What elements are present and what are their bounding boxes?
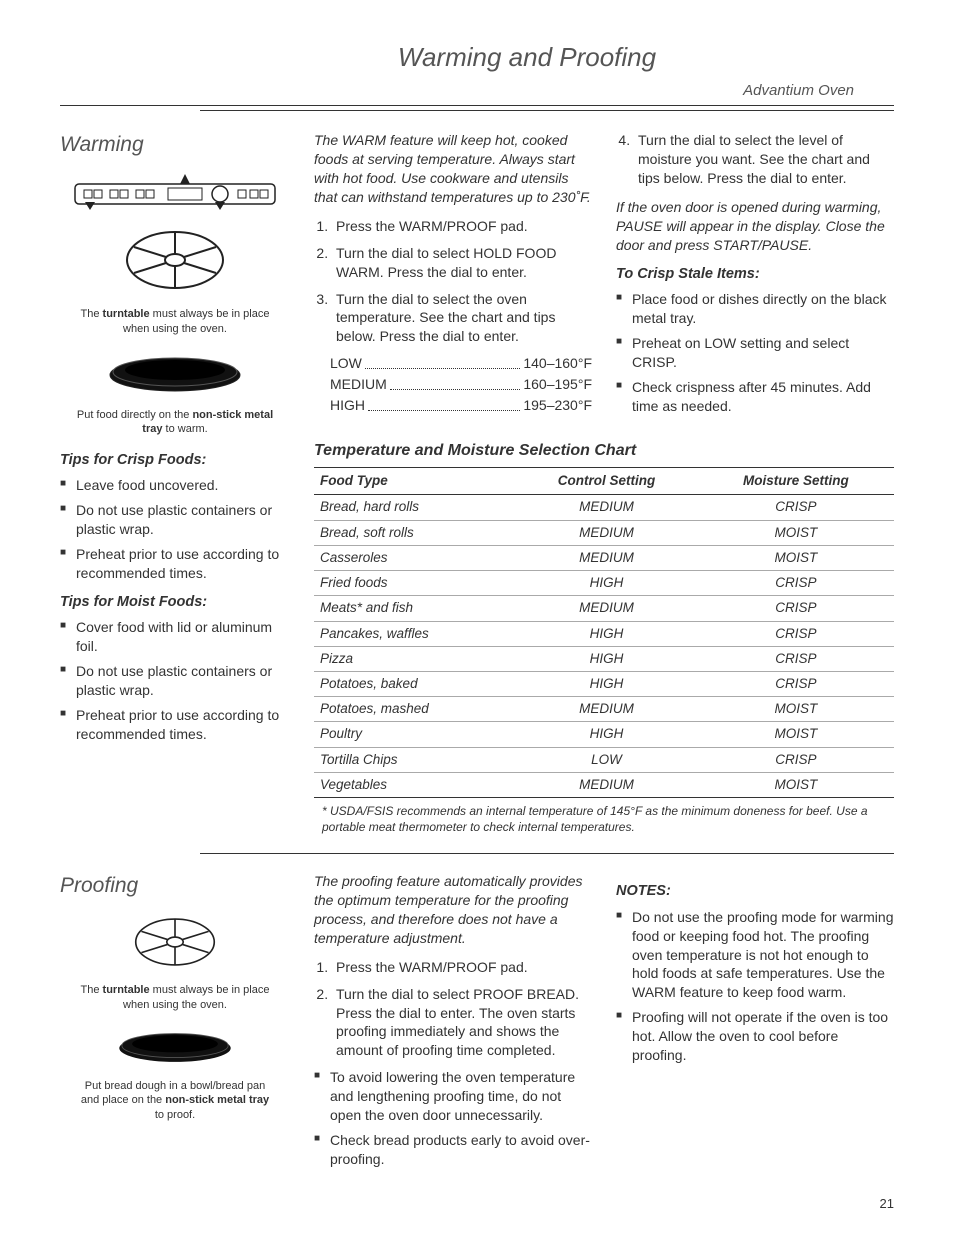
page-number: 21 — [60, 1195, 894, 1213]
table-row: PizzaHIGHCRISP — [314, 646, 894, 671]
list-item: Turn the dial to select HOLD FOOD WARM. … — [332, 244, 592, 282]
moist-tips-heading: Tips for Moist Foods: — [60, 593, 290, 613]
tray-diagram — [60, 350, 290, 400]
table-row: PoultryHIGHMOIST — [314, 722, 894, 747]
col-header: Food Type — [314, 468, 515, 495]
warming-step4: Turn the dial to select the level of moi… — [616, 131, 894, 188]
table-row: Bread, hard rollsMEDIUMCRISP — [314, 495, 894, 520]
temp-ranges: LOW140–160°F MEDIUM160–195°F HIGH195–230… — [314, 354, 592, 415]
tray-caption: Put bread dough in a bowl/bread pan and … — [75, 1079, 275, 1122]
list-item: Preheat prior to use according to recomm… — [60, 706, 290, 744]
list-item: Preheat on LOW setting and select CRISP. — [616, 334, 894, 372]
stale-list: Place food or dishes directly on the bla… — [616, 290, 894, 415]
crisp-tips-heading: Tips for Crisp Foods: — [60, 451, 290, 471]
list-item: To avoid lowering the oven temperature a… — [314, 1068, 592, 1125]
stale-heading: To Crisp Stale Items: — [616, 265, 894, 285]
list-item: Do not use plastic containers or plastic… — [60, 662, 290, 700]
proofing-heading: Proofing — [60, 872, 290, 900]
turntable-diagram — [60, 913, 290, 976]
list-item: Cover food with lid or aluminum foil. — [60, 618, 290, 656]
table-row: Potatoes, mashedMEDIUMMOIST — [314, 697, 894, 722]
list-item: Turn the dial to select PROOF BREAD. Pre… — [332, 985, 592, 1061]
warming-steps: Press the WARM/PROOF pad. Turn the dial … — [314, 217, 592, 346]
turntable-caption: The turntable must always be in place wh… — [75, 307, 275, 336]
list-item: Preheat prior to use according to recomm… — [60, 545, 290, 583]
chart-footnote: * USDA/FSIS recommends an internal tempe… — [314, 804, 894, 835]
proofing-steps: Press the WARM/PROOF pad. Turn the dial … — [314, 958, 592, 1060]
page-title: Warming and Proofing — [60, 40, 894, 75]
list-item: Place food or dishes directly on the bla… — [616, 290, 894, 328]
table-row: Bread, soft rollsMEDIUMMOIST — [314, 520, 894, 545]
warming-section: Warming — [60, 131, 894, 835]
crisp-tips-list: Leave food uncovered. Do not use plastic… — [60, 476, 290, 582]
table-row: Tortilla ChipsLOWCRISP — [314, 747, 894, 772]
list-item: Proofing will not operate if the oven is… — [616, 1008, 894, 1065]
table-row: Fried foodsHIGHCRISP — [314, 571, 894, 596]
notes-list: Do not use the proofing mode for warming… — [616, 908, 894, 1065]
table-row: Meats* and fishMEDIUMCRISP — [314, 596, 894, 621]
table-row: Pancakes, wafflesHIGHCRISP — [314, 621, 894, 646]
moist-tips-list: Cover food with lid or aluminum foil. Do… — [60, 618, 290, 743]
table-row: Potatoes, bakedHIGHCRISP — [314, 671, 894, 696]
turntable-diagram — [60, 225, 290, 300]
proofing-bullets: To avoid lowering the oven temperature a… — [314, 1068, 592, 1168]
warming-heading: Warming — [60, 131, 290, 159]
selection-chart: Food Type Control Setting Moisture Setti… — [314, 467, 894, 798]
notes-heading: NOTES: — [616, 882, 894, 902]
list-item: Leave food uncovered. — [60, 476, 290, 495]
list-item: Do not use the proofing mode for warming… — [616, 908, 894, 1002]
list-item: Turn the dial to select the level of moi… — [634, 131, 894, 188]
list-item: Do not use plastic containers or plastic… — [60, 501, 290, 539]
table-row: CasserolesMEDIUMMOIST — [314, 545, 894, 570]
col-header: Control Setting — [515, 468, 697, 495]
list-item: Press the WARM/PROOF pad. — [332, 958, 592, 977]
door-note: If the oven door is opened during warmin… — [616, 198, 894, 255]
table-row: VegetablesMEDIUMMOIST — [314, 772, 894, 797]
chart-title: Temperature and Moisture Selection Chart — [314, 440, 894, 462]
proofing-intro: The proofing feature automatically provi… — [314, 872, 592, 948]
list-item: Turn the dial to select the oven tempera… — [332, 290, 592, 347]
divider — [200, 110, 894, 111]
proofing-section: Proofing The turntable must always be in… — [60, 872, 894, 1174]
warming-intro: The WARM feature will keep hot, cooked f… — [314, 131, 592, 207]
col-header: Moisture Setting — [698, 468, 894, 495]
page-subtitle: Advantium Oven — [60, 81, 894, 101]
list-item: Check crispness after 45 minutes. Add ti… — [616, 378, 894, 416]
control-panel-diagram — [60, 172, 290, 217]
tray-caption: Put food directly on the non-stick metal… — [75, 408, 275, 437]
list-item: Check bread products early to avoid over… — [314, 1131, 592, 1169]
tray-diagram — [60, 1026, 290, 1071]
list-item: Press the WARM/PROOF pad. — [332, 217, 592, 236]
divider — [200, 853, 894, 854]
turntable-caption: The turntable must always be in place wh… — [75, 983, 275, 1012]
